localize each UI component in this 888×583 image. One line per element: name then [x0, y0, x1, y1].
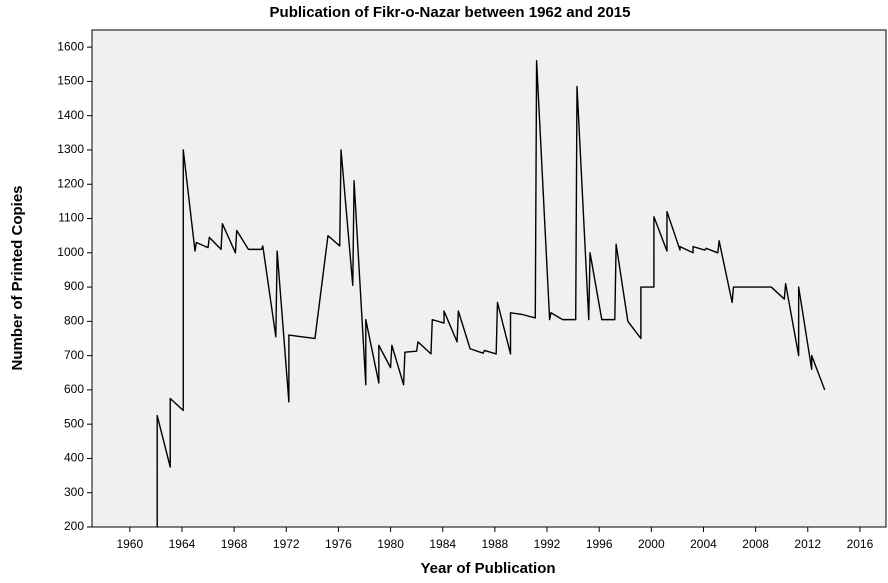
x-tick-label: 1968	[221, 537, 248, 551]
x-tick-label: 1988	[482, 537, 509, 551]
x-tick-label: 2008	[742, 537, 769, 551]
y-tick-label: 600	[64, 382, 84, 396]
y-tick-label: 1600	[57, 39, 84, 53]
y-tick-label: 1300	[57, 142, 84, 156]
x-tick-label: 1976	[325, 537, 352, 551]
plot-area	[91, 29, 887, 528]
x-tick-label: 2012	[794, 537, 821, 551]
x-tick-label: 1996	[586, 537, 613, 551]
data-line	[156, 60, 826, 527]
x-tick-label: 1992	[534, 537, 561, 551]
y-tick-label: 400	[64, 451, 84, 465]
y-tick-label: 800	[64, 314, 84, 328]
x-axis-label: Year of Publication	[420, 560, 555, 577]
y-axis-label: Number of Printed Copies	[9, 185, 26, 370]
x-tick-label: 2004	[690, 537, 717, 551]
x-tick-label: 1964	[169, 537, 196, 551]
y-tick-label: 1500	[57, 74, 84, 88]
y-tick-label: 500	[64, 416, 84, 430]
x-tick-label: 1984	[429, 537, 456, 551]
x-tick-label: 1980	[377, 537, 404, 551]
y-tick-label: 1000	[57, 245, 84, 259]
y-tick-label: 900	[64, 279, 84, 293]
y-tick-label: 1100	[58, 211, 84, 225]
x-tick-label: 2000	[638, 537, 665, 551]
y-tick-label: 700	[64, 348, 84, 362]
y-tick-label: 300	[64, 485, 84, 499]
y-tick-label: 1400	[57, 108, 84, 122]
y-tick-label: 1200	[57, 176, 84, 190]
chart-title: Publication of Fikr-o-Nazar between 1962…	[270, 4, 631, 21]
x-tick-label: 1960	[116, 537, 143, 551]
x-tick-label: 2016	[847, 537, 874, 551]
y-tick-label: 200	[64, 519, 84, 533]
x-tick-label: 1972	[273, 537, 300, 551]
